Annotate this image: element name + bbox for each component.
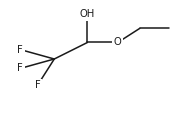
Text: F: F xyxy=(17,63,23,73)
Text: F: F xyxy=(35,80,41,90)
Text: OH: OH xyxy=(80,9,95,19)
Text: F: F xyxy=(17,45,23,55)
Text: O: O xyxy=(114,38,122,47)
